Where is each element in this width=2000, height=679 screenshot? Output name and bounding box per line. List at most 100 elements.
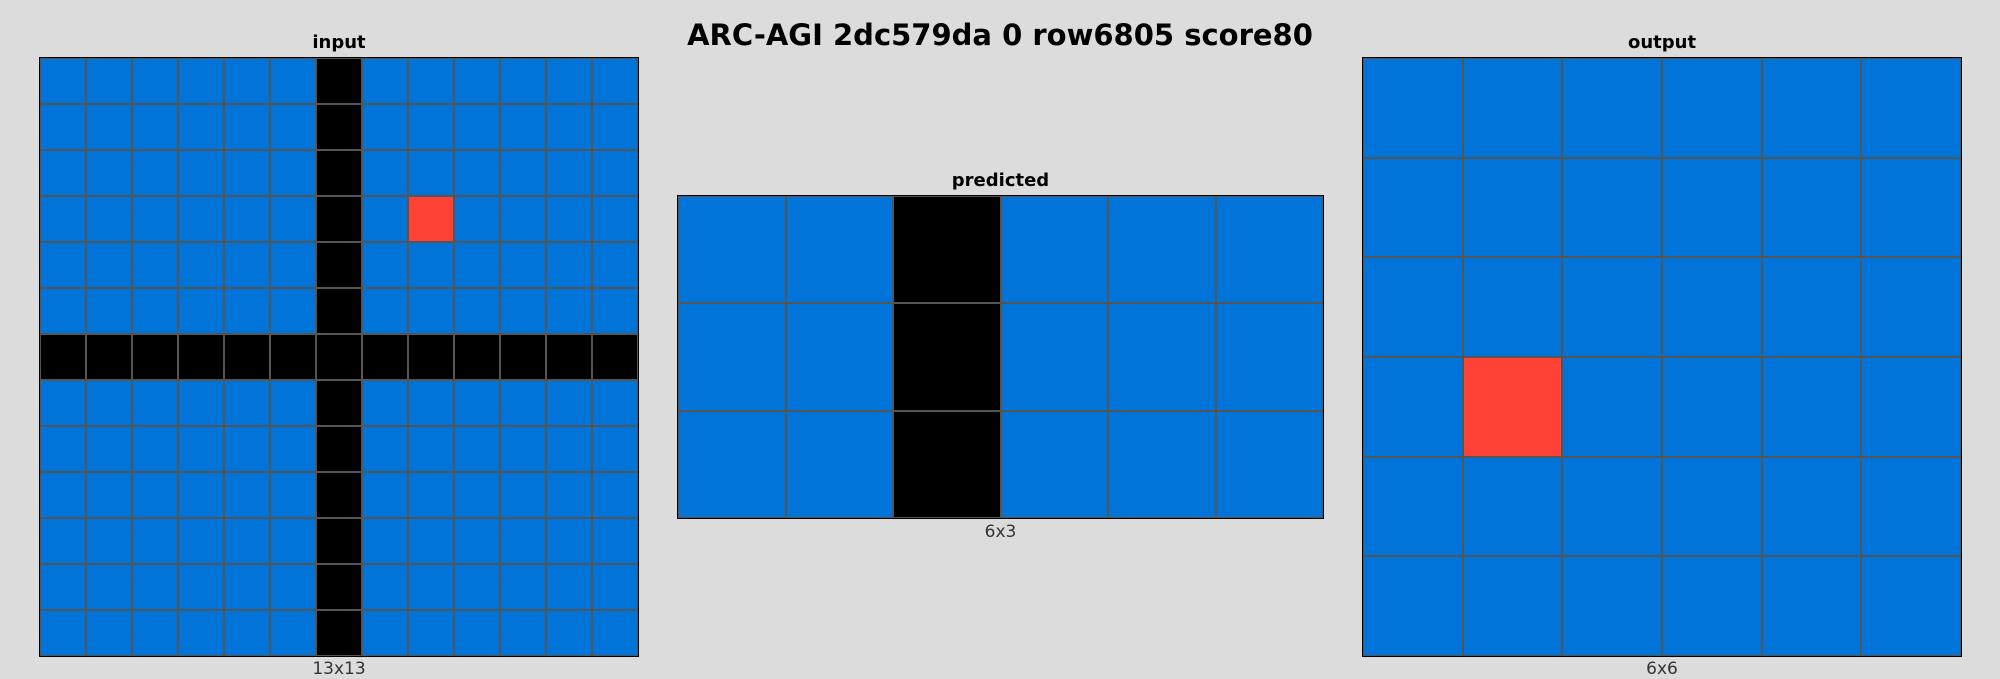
input-cell — [546, 334, 592, 380]
input-cell — [178, 564, 224, 610]
input-cell — [270, 610, 316, 656]
input-cell — [270, 380, 316, 426]
input-cell — [362, 288, 408, 334]
input-cell — [500, 242, 546, 288]
output-label: output — [1627, 32, 1697, 53]
output-cell — [1562, 556, 1662, 656]
input-cell — [362, 426, 408, 472]
input-cell — [178, 150, 224, 196]
input-cell — [408, 518, 454, 564]
input-cell — [408, 426, 454, 472]
input-cell — [500, 518, 546, 564]
input-cell — [270, 150, 316, 196]
input-cell — [40, 472, 86, 518]
input-cell — [546, 104, 592, 150]
input-cell — [316, 150, 362, 196]
input-cell — [224, 334, 270, 380]
output-cell — [1562, 456, 1662, 557]
output-cell — [1562, 58, 1662, 158]
output-cell — [1761, 456, 1862, 557]
input-cell — [40, 426, 86, 472]
input-cell — [132, 472, 178, 518]
input-cell — [362, 104, 408, 150]
input-cell — [408, 610, 454, 656]
input-cell — [592, 288, 638, 334]
input-cell — [270, 334, 316, 380]
input-cell — [454, 242, 500, 288]
input-cell — [362, 610, 408, 656]
input-cell — [316, 58, 362, 104]
input-cell — [178, 334, 224, 380]
input-cell — [500, 426, 546, 472]
input-cell — [592, 150, 638, 196]
predicted-cell — [1108, 410, 1216, 518]
input-cell — [40, 380, 86, 426]
output-cell — [1562, 157, 1662, 258]
input-cell — [454, 150, 500, 196]
input-cell — [454, 472, 500, 518]
input-cell — [454, 58, 500, 104]
input-cell — [454, 288, 500, 334]
input-cell — [224, 564, 270, 610]
input-cell — [362, 380, 408, 426]
input-cell — [362, 150, 408, 196]
input-cell — [224, 426, 270, 472]
input-cell — [592, 426, 638, 472]
output-cell — [1363, 257, 1463, 357]
input-cell — [270, 104, 316, 150]
input-cell — [40, 104, 86, 150]
input-cell — [500, 472, 546, 518]
input-cell — [454, 610, 500, 656]
input-cell — [86, 610, 132, 656]
input-cell — [362, 334, 408, 380]
input-cell — [500, 610, 546, 656]
predicted-cell — [1215, 196, 1323, 304]
input-cell — [592, 472, 638, 518]
input-cell — [178, 288, 224, 334]
input-cell — [178, 196, 224, 242]
input-cell — [362, 242, 408, 288]
input-cell — [224, 288, 270, 334]
predicted-cell — [1000, 303, 1108, 411]
input-cell — [86, 150, 132, 196]
output-grid — [1362, 57, 1962, 657]
predicted-cell — [893, 303, 1001, 411]
predicted-cell — [785, 303, 893, 411]
input-cell — [362, 564, 408, 610]
input-cell — [40, 288, 86, 334]
predicted-cell — [785, 410, 893, 518]
input-cell — [546, 426, 592, 472]
input-cell — [40, 242, 86, 288]
input-cell — [224, 150, 270, 196]
input-cell — [316, 472, 362, 518]
input-cell — [546, 58, 592, 104]
input-cell — [546, 564, 592, 610]
predicted-cell — [678, 196, 786, 304]
input-cell — [546, 518, 592, 564]
input-cell — [408, 150, 454, 196]
input-cell — [546, 150, 592, 196]
input-cell — [362, 58, 408, 104]
predicted-cell — [1000, 410, 1108, 518]
input-cell — [178, 472, 224, 518]
input-label: input — [312, 32, 366, 53]
input-cell — [132, 196, 178, 242]
input-cell — [362, 518, 408, 564]
output-cell — [1861, 456, 1961, 557]
output-cell — [1861, 157, 1961, 258]
input-grid — [39, 57, 639, 657]
input-cell — [178, 610, 224, 656]
output-cell — [1661, 356, 1762, 457]
input-cell — [316, 564, 362, 610]
input-cell — [224, 380, 270, 426]
output-cell — [1462, 356, 1563, 457]
input-cell — [40, 518, 86, 564]
input-cell — [86, 380, 132, 426]
input-cell — [408, 380, 454, 426]
output-cell — [1562, 257, 1662, 357]
input-cell — [86, 242, 132, 288]
input-cell — [500, 288, 546, 334]
input-cell — [224, 242, 270, 288]
output-cell — [1363, 157, 1463, 258]
input-cell — [454, 564, 500, 610]
